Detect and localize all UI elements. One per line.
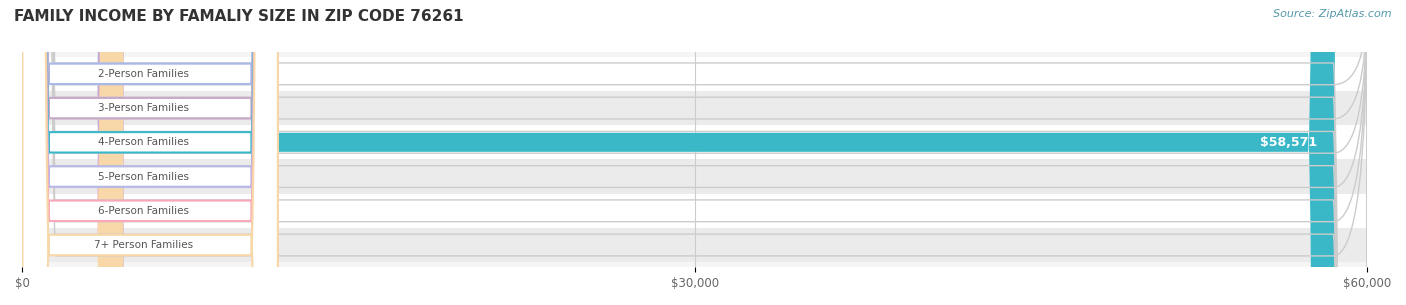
FancyBboxPatch shape [22,0,278,305]
FancyBboxPatch shape [22,0,124,305]
Text: FAMILY INCOME BY FAMALIY SIZE IN ZIP CODE 76261: FAMILY INCOME BY FAMALIY SIZE IN ZIP COD… [14,9,464,24]
FancyBboxPatch shape [22,0,124,305]
Text: $0: $0 [128,67,143,80]
FancyBboxPatch shape [22,0,124,305]
Text: $0: $0 [128,170,143,183]
FancyBboxPatch shape [22,0,1334,305]
FancyBboxPatch shape [22,0,278,305]
Bar [22,194,1367,228]
Bar [22,228,1367,262]
Text: $58,571: $58,571 [1260,136,1317,149]
Text: $0: $0 [128,239,143,252]
Bar [22,125,1367,160]
Bar [22,57,1367,91]
Text: 5-Person Families: 5-Person Families [98,171,188,181]
Text: $0: $0 [128,204,143,217]
FancyBboxPatch shape [22,0,278,305]
FancyBboxPatch shape [22,0,278,305]
FancyBboxPatch shape [22,0,124,305]
Text: Source: ZipAtlas.com: Source: ZipAtlas.com [1274,9,1392,19]
Bar [22,91,1367,125]
Text: $0: $0 [128,102,143,115]
Text: 3-Person Families: 3-Person Families [98,103,188,113]
Bar [22,160,1367,194]
FancyBboxPatch shape [22,0,278,305]
FancyBboxPatch shape [22,0,124,305]
Text: 4-Person Families: 4-Person Families [98,137,188,147]
FancyBboxPatch shape [22,0,278,305]
Text: 7+ Person Families: 7+ Person Families [94,240,193,250]
Text: 2-Person Families: 2-Person Families [98,69,188,79]
Text: 6-Person Families: 6-Person Families [98,206,188,216]
